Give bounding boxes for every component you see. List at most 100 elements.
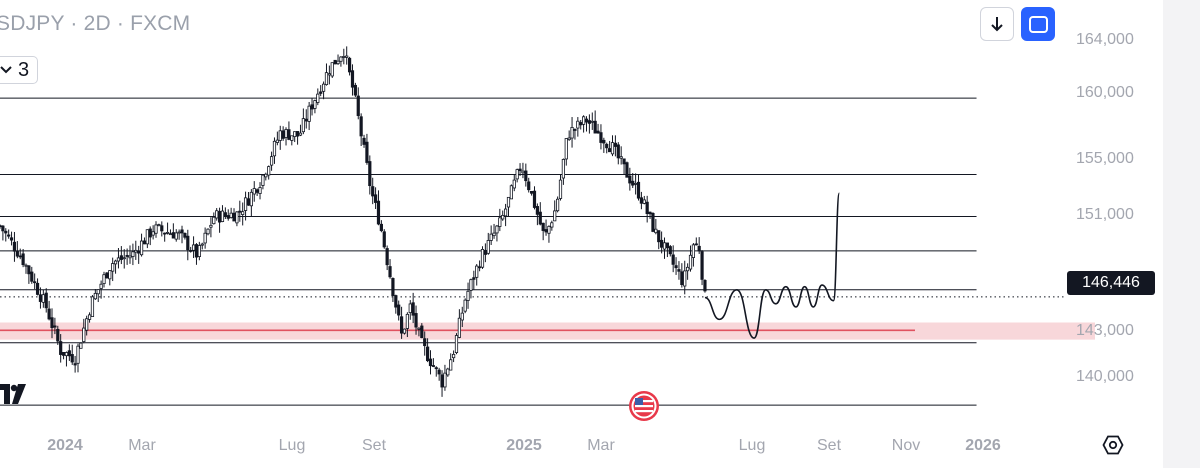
candle-body [579,122,583,126]
candle-body [504,208,508,217]
candle-body [21,253,25,266]
candle-body [405,313,409,329]
candle-body [284,129,288,138]
candle-body [200,243,204,246]
economic-event-flag-icon[interactable] [624,390,664,422]
candle-body [272,140,277,157]
candle-body [645,201,649,214]
candle-body [616,144,620,159]
candle-body [261,174,265,186]
candle-body [293,131,297,138]
candle-body [64,352,69,357]
candle-body [550,222,554,228]
candle-body [668,246,672,255]
candle-body [59,341,63,355]
candle-body [628,175,632,184]
candle-body [662,242,667,250]
candle-body [226,215,230,219]
candle-body [399,316,404,334]
candle-body [313,100,317,109]
candle-body [660,239,664,248]
candle-body [700,251,704,280]
candle-body [688,254,693,270]
candle-body [434,367,438,370]
candle-body [18,255,22,258]
candle-body [371,186,375,197]
x-tick-label: Set [816,437,842,454]
candle-body [333,59,337,65]
candle-body [417,327,421,330]
candle-body [27,265,31,275]
candle-body [469,279,473,291]
candle-body [625,162,629,178]
candle-body [85,318,89,331]
candle-body [90,296,95,317]
candle-body [631,180,635,186]
candle-body [437,369,441,375]
candle-body [495,225,499,234]
candle-body [47,308,51,320]
settings-icon[interactable] [1102,434,1124,456]
candle-body [697,245,701,252]
candle-body [255,189,259,193]
candle-body [53,325,57,328]
candle-body [165,231,170,234]
candle-body [602,139,606,144]
candle-body [506,196,511,208]
candle-body [480,249,485,268]
indicators-toggle[interactable]: 3 [0,56,39,84]
candle-body [137,250,141,254]
candle-body [194,244,199,258]
candle-body [486,240,490,254]
candle-body [125,255,129,257]
candle-body [475,265,479,278]
candle-body [483,249,487,255]
candle-body [4,230,8,234]
candle-body [691,244,695,258]
candle-body [532,190,537,208]
candle-body [105,272,109,279]
candle-body [345,55,349,58]
candle-body [24,264,28,267]
candle-body [527,181,531,191]
candle-body [241,211,245,215]
candle-body [599,132,603,143]
candle-body [605,143,609,149]
candle-body [671,254,675,265]
candle-body [79,342,83,349]
candle-body [492,232,496,237]
download-button[interactable] [980,7,1014,41]
candle-body [547,225,551,234]
candle-body [634,183,638,185]
candle-body [373,194,378,203]
candle-body [376,200,381,225]
candle-body [191,244,196,251]
candle-body [657,230,661,243]
candle-body [350,70,355,88]
candle-body [541,222,545,231]
candle-body [243,197,248,211]
candle-body [281,130,285,139]
x-tick-label: Set [361,437,387,454]
symbol-title[interactable]: SDJPY · 2D · FXCM [0,12,191,35]
candle-body [154,224,158,234]
candle-body [171,232,175,239]
sync-button[interactable] [1021,7,1055,41]
candle-body [683,270,687,287]
candle-body [596,130,600,134]
candle-body [582,116,586,125]
candle-body [608,148,612,153]
candle-body [544,229,548,233]
candle-body [275,139,279,143]
candle-body [220,210,225,222]
x-tick-label: 2025 [506,437,542,454]
candle-body [93,292,97,300]
candle-body [443,372,447,388]
right-scrollbar[interactable] [1163,0,1200,468]
candle-body [177,231,181,234]
candle-body [665,242,669,249]
candle-body [298,132,303,136]
projection-path [704,192,841,339]
candle-body [73,363,77,366]
